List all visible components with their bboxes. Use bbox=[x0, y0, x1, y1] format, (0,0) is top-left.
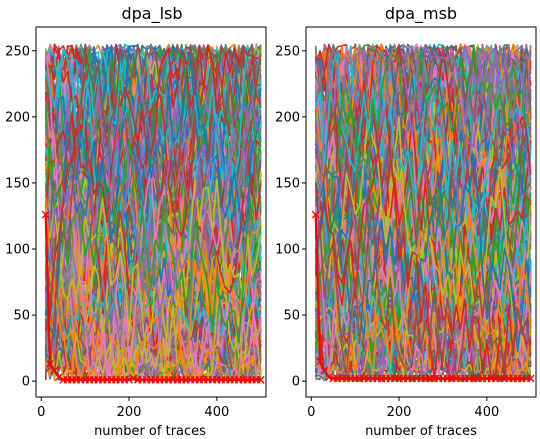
key-guess-line bbox=[314, 104, 532, 382]
key-guess-line bbox=[314, 52, 532, 212]
key-guess-line bbox=[45, 101, 261, 379]
key-guess-line bbox=[314, 73, 532, 337]
key-guess-line bbox=[44, 53, 262, 339]
correct-key-marker bbox=[46, 360, 54, 368]
y-tick-label: 0 bbox=[22, 375, 30, 390]
correct-key-marker bbox=[316, 357, 324, 366]
key-guess-line bbox=[315, 292, 532, 364]
key-guess-line bbox=[314, 116, 532, 314]
y-tick-label: 150 bbox=[275, 176, 300, 191]
key-guess-line bbox=[44, 196, 262, 382]
key-guess-line bbox=[314, 116, 532, 360]
y-tick-label: 50 bbox=[283, 309, 300, 324]
key-guess-line bbox=[44, 286, 262, 372]
plot-frame bbox=[305, 26, 537, 398]
key-guess-line bbox=[314, 219, 532, 382]
correct-key-marker bbox=[125, 375, 133, 384]
key-guess-line bbox=[314, 205, 532, 379]
correct-key-marker bbox=[50, 366, 59, 375]
y-tick-label: 100 bbox=[5, 243, 30, 258]
series-group bbox=[41, 43, 265, 384]
key-guess-line bbox=[314, 85, 532, 267]
key-guess-line bbox=[44, 170, 262, 379]
key-guess-line bbox=[44, 96, 262, 307]
key-guess-line bbox=[44, 103, 262, 381]
plot-area: 0 50 100 150 200 250 0 200 400 bbox=[5, 26, 267, 420]
correct-key-marker bbox=[320, 366, 329, 375]
correct-key-marker bbox=[41, 210, 50, 219]
x-tick-label: 200 bbox=[117, 405, 142, 420]
x-tick-label: 200 bbox=[387, 405, 412, 420]
x-axis-label: number of traces bbox=[94, 424, 206, 439]
correct-key-marker bbox=[54, 373, 63, 382]
y-tick-label: 200 bbox=[275, 110, 300, 125]
correct-key-marker bbox=[256, 375, 265, 384]
chart-panel-dpa-msb: dpa_msb 0 50 100 150 200 250 0 200 400 number of… bbox=[275, 4, 537, 439]
y-tick-label: 200 bbox=[5, 110, 30, 125]
plot-area: 0 50 100 150 200 250 0 200 400 bbox=[275, 26, 537, 420]
key-guess-line bbox=[44, 178, 262, 380]
y-tick-label: 150 bbox=[5, 176, 30, 191]
key-guess-line bbox=[44, 104, 262, 344]
key-guess-line bbox=[314, 44, 532, 260]
series-group bbox=[311, 43, 535, 383]
key-guess-line bbox=[44, 65, 262, 330]
correct-key-marker bbox=[526, 374, 535, 383]
y-tick-label: 250 bbox=[275, 44, 300, 59]
x-tick-label: 400 bbox=[474, 405, 499, 420]
key-guess-line bbox=[44, 45, 262, 332]
key-guess-line bbox=[45, 43, 262, 373]
correct-key-marker bbox=[311, 210, 320, 219]
y-tick-label: 100 bbox=[275, 243, 300, 258]
x-axis-label: number of traces bbox=[365, 424, 477, 439]
x-tick-label: 400 bbox=[204, 405, 229, 420]
y-tick-label: 50 bbox=[13, 309, 30, 324]
y-tick-label: 250 bbox=[5, 44, 30, 59]
correct-key-marker bbox=[324, 373, 333, 382]
key-guess-line bbox=[315, 163, 532, 382]
key-guess-line bbox=[314, 119, 532, 381]
correct-key-marker bbox=[129, 374, 138, 383]
y-tick-label: 0 bbox=[292, 375, 300, 390]
key-guess-line bbox=[44, 281, 261, 382]
key-guess-line bbox=[314, 74, 531, 239]
x-tick-label: 0 bbox=[307, 405, 315, 420]
chart-title: dpa_msb bbox=[385, 4, 457, 24]
chart-title: dpa_lsb bbox=[121, 4, 182, 24]
chart-panel-dpa-lsb: dpa_lsb 0 50 100 150 200 250 0 200 400 number of… bbox=[5, 4, 267, 439]
x-tick-label: 0 bbox=[37, 405, 45, 420]
key-guess-line bbox=[44, 164, 262, 347]
plot-frame bbox=[35, 26, 267, 398]
